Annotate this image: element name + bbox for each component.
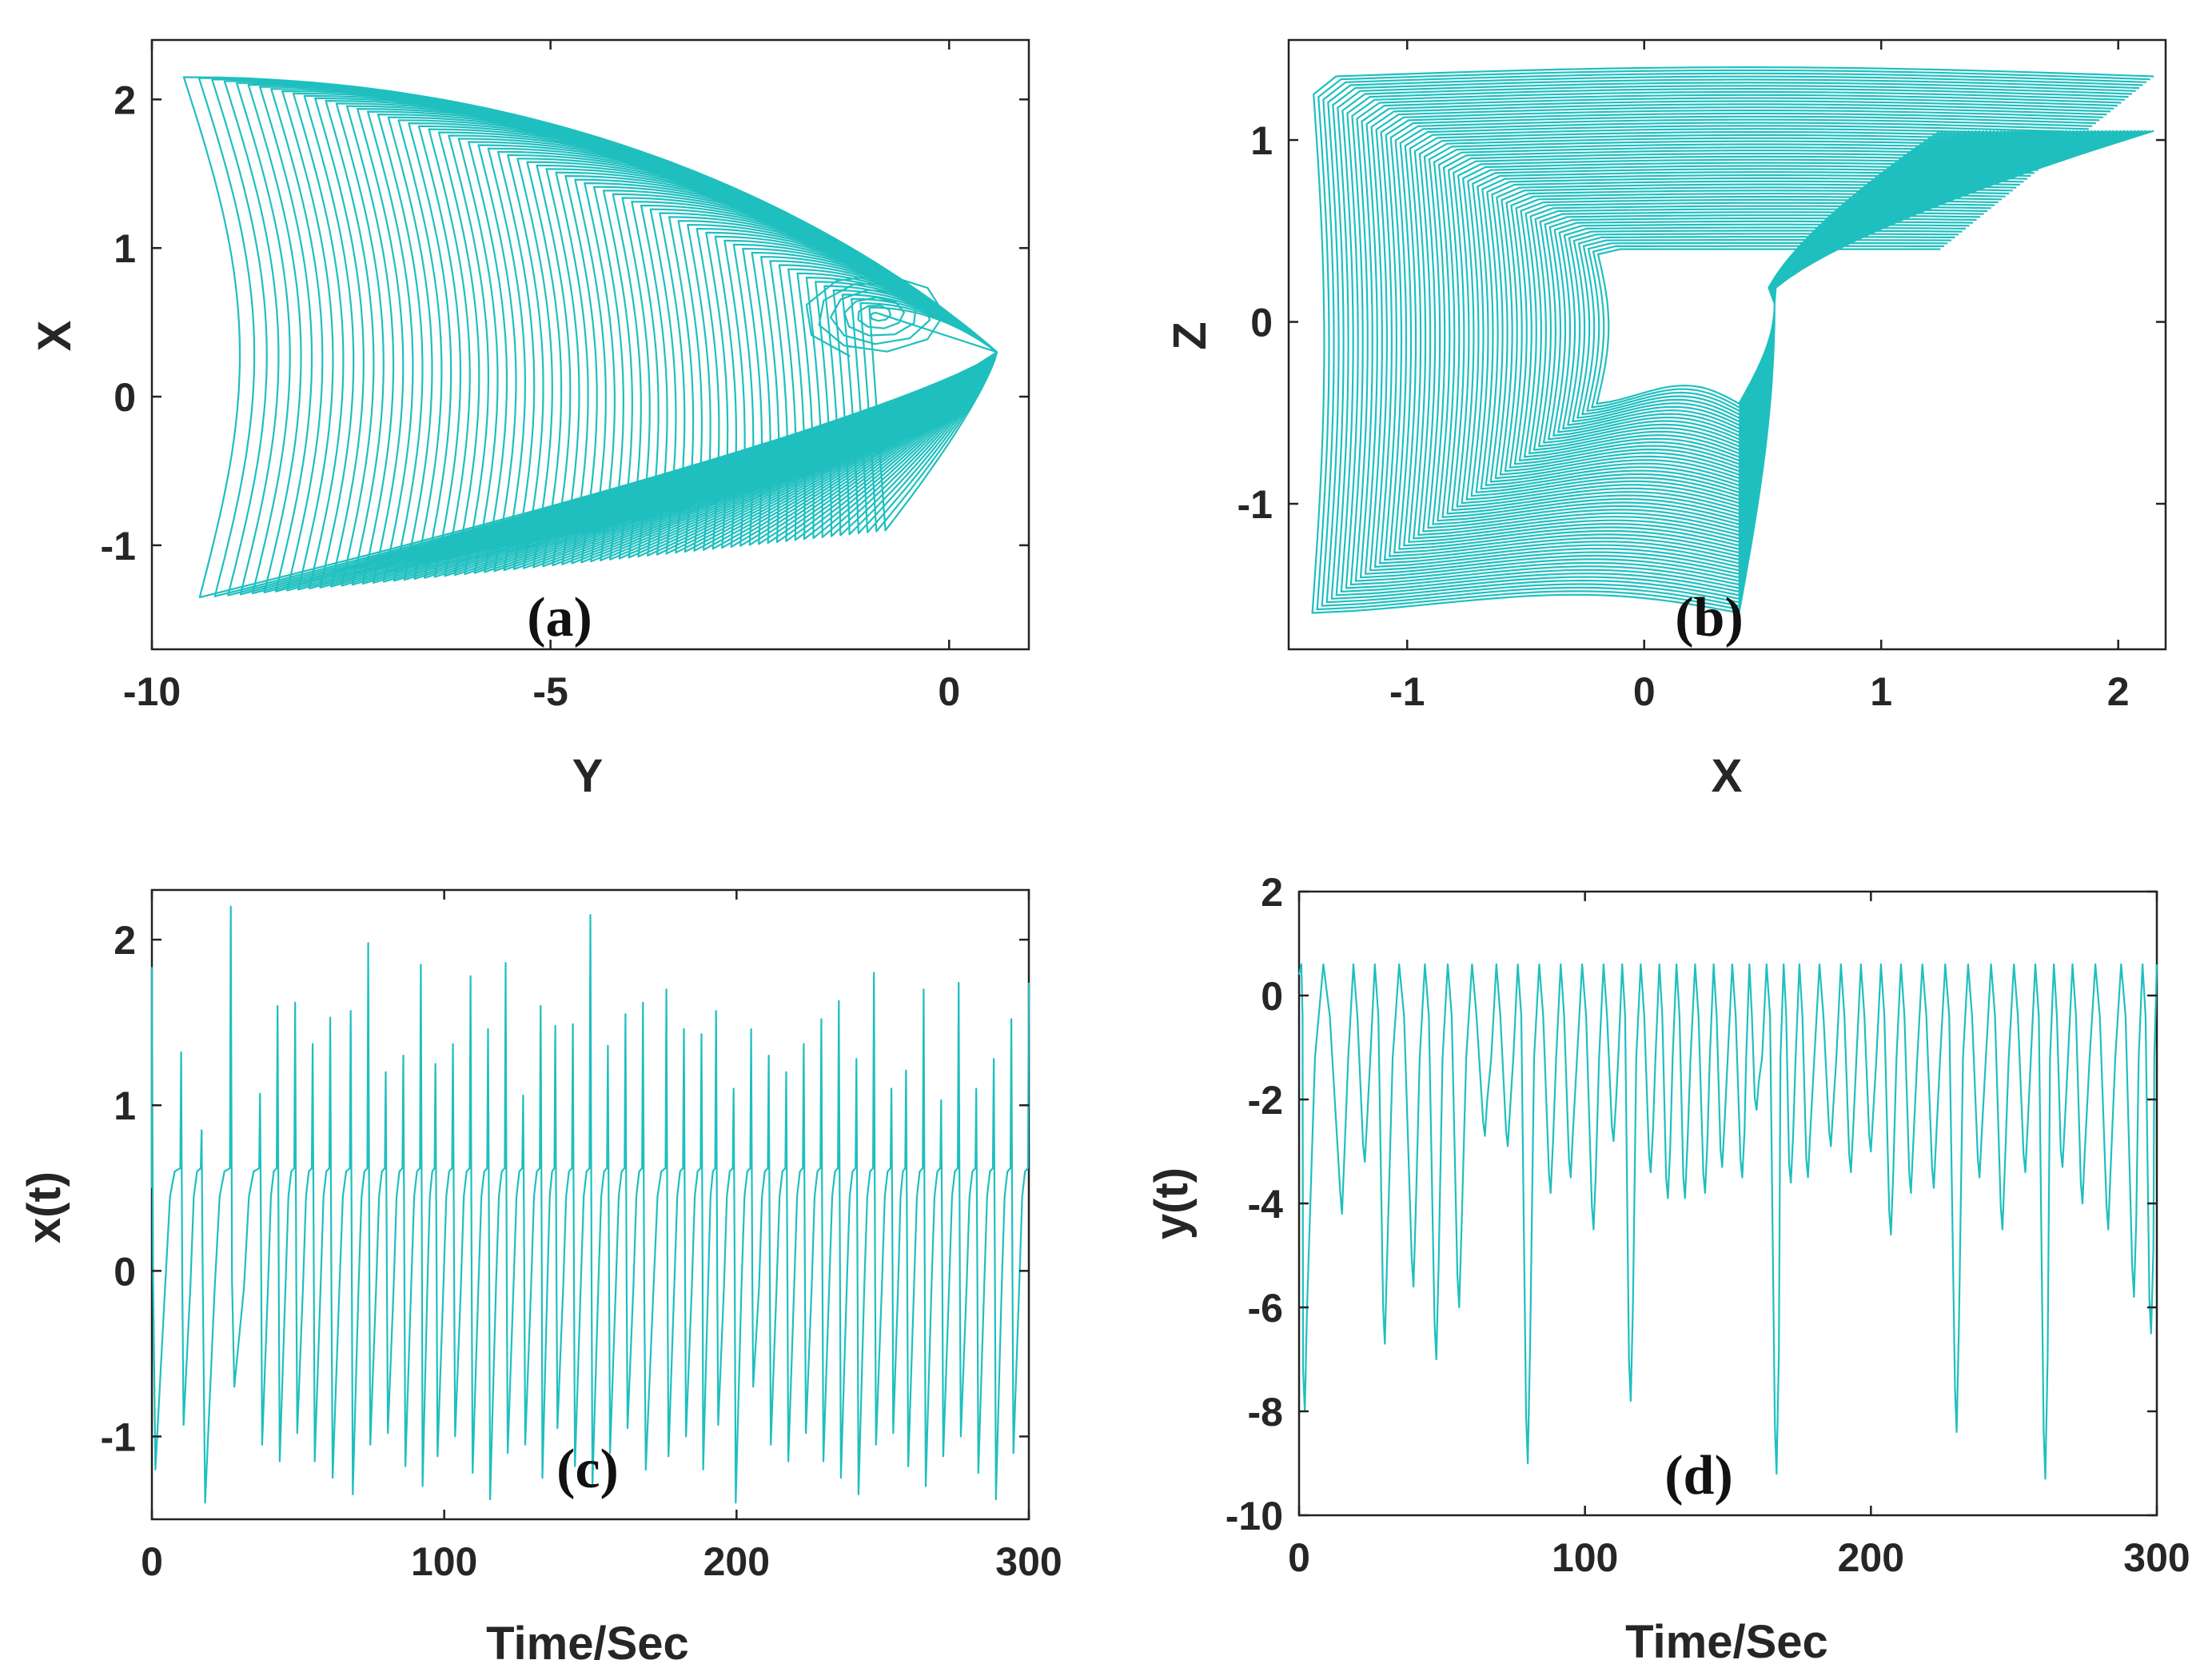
xtick-label-b-1: 0 [1633,669,1656,714]
xtick-label-b-3: 2 [2107,669,2130,714]
ytick-label-d-0: -10 [1226,1494,1283,1538]
y-t-line [1297,963,2158,1480]
ytick-label-d-3: -4 [1248,1182,1284,1227]
xtick-label-a-0: -10 [123,669,181,714]
xtick-label-a-1: -5 [532,669,568,714]
ytick-label-b-0: -1 [1238,482,1273,527]
ytick-label-a-3: 2 [114,78,136,122]
time-series-c [150,905,1030,1504]
ytick-label-c-1: 0 [114,1249,136,1294]
ticks-b: -1 0 1 2 -1 0 1 [1238,40,2166,714]
xtick-label-a-2: 0 [938,669,960,714]
xlabel-a: Y [572,750,604,802]
xtick-label-d-0: 0 [1288,1535,1310,1580]
ytick-label-b-2: 1 [1250,118,1273,163]
x-t-line [150,905,1030,1504]
ticks-c: 0 100 200 300 -1 0 1 2 [101,890,1062,1584]
panel-label-c: (c) [556,1439,619,1500]
ytick-label-c-2: 1 [114,1083,136,1128]
phase-line-a [182,76,998,599]
panel-c: 0 100 200 300 -1 0 1 2 Time/Sec x(t) (c) [18,888,1062,1670]
ytick-label-c-3: 2 [114,918,136,963]
ytick-label-a-0: -1 [101,524,136,569]
panel-label-d: (d) [1664,1445,1733,1506]
ylabel-c: x(t) [18,1171,70,1243]
ytick-label-c-0: -1 [101,1415,136,1459]
ytick-label-d-4: -2 [1248,1078,1283,1123]
xlabel-d: Time/Sec [1625,1616,1828,1668]
panel-label-a: (a) [527,587,592,648]
plot-area-a [150,38,1030,651]
ytick-label-d-5: 0 [1261,974,1283,1019]
ylabel-a: X [29,320,81,351]
xtick-label-b-0: -1 [1389,669,1425,714]
plot-area-b [1287,38,2167,651]
ytick-label-d-1: -8 [1248,1390,1283,1435]
ylabel-b: Z [1164,321,1216,349]
xtick-label-c-0: 0 [141,1539,163,1584]
plot-area-c [150,888,1030,1521]
ticks-d: 0 100 200 300 -10 -8 -6 -4 -2 0 2 [1226,870,2190,1580]
xtick-label-d-1: 100 [1552,1535,1618,1580]
ytick-label-a-1: 0 [114,375,136,420]
xlabel-b: X [1712,750,1743,802]
ytick-label-d-2: -6 [1248,1286,1283,1331]
xtick-label-c-1: 100 [411,1539,477,1584]
xtick-label-c-3: 300 [995,1539,1062,1584]
ytick-label-d-6: 2 [1261,870,1283,915]
ylabel-d: y(t) [1146,1167,1198,1239]
phase-curve-a [182,76,998,599]
xtick-label-d-3: 300 [2123,1535,2190,1580]
ytick-label-a-2: 1 [114,226,136,271]
ytick-label-b-1: 0 [1250,301,1273,345]
panel-d: 0 100 200 300 -10 -8 -6 -4 -2 0 2 Time/Sec y(t) (d… [1146,870,2190,1668]
phase-curve-b [1311,66,2154,614]
phase-line-b [1311,66,2154,614]
xtick-label-c-2: 200 [703,1539,770,1584]
xlabel-c: Time/Sec [486,1618,689,1670]
panel-label-b: (b) [1675,587,1744,648]
xtick-label-b-2: 1 [1870,669,1892,714]
plot-area-d [1297,890,2158,1517]
xtick-label-d-2: 200 [1838,1535,1904,1580]
panel-b: -1 0 1 2 -1 0 1 X Z (b) [1164,38,2167,802]
time-series-d [1297,963,2158,1480]
